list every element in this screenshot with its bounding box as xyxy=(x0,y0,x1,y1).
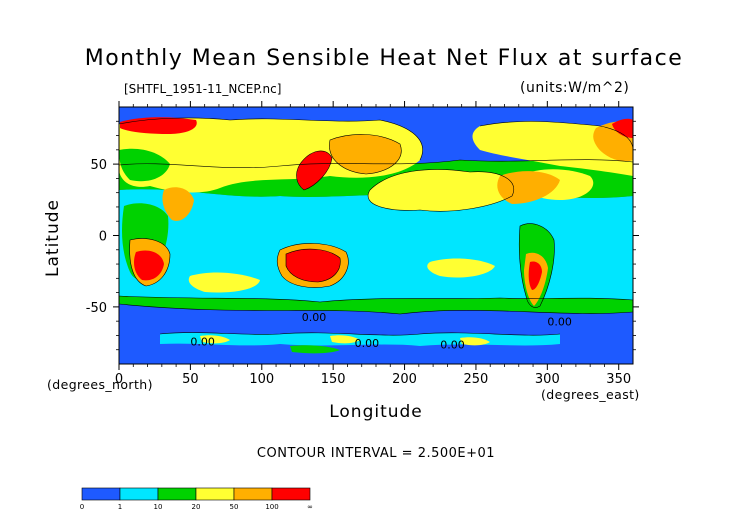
colorbar-swatch xyxy=(119,487,159,501)
source-file-label: [SHTFL_1951-11_NCEP.nc] xyxy=(124,82,282,96)
australia-red xyxy=(286,249,341,282)
y-axis: -50 0 50 xyxy=(86,120,639,351)
x-tick-label: 100 xyxy=(249,372,274,387)
x-axis: 0 50 100 150 200 250 300 350 xyxy=(115,101,631,387)
antarctic-cyan xyxy=(160,332,560,346)
colorbar-swatch xyxy=(233,487,273,501)
chart-title: Monthly Mean Sensible Heat Net Flux at s… xyxy=(84,46,684,71)
x-tick-label: 350 xyxy=(606,372,631,387)
x-tick-label: 50 xyxy=(182,372,199,387)
y-tick-label: 50 xyxy=(90,158,107,173)
tropical-cyan-band xyxy=(119,189,633,302)
x-tick-label: 200 xyxy=(392,372,417,387)
y-tick-label: -50 xyxy=(86,301,107,316)
antarctic-yellow-2 xyxy=(330,335,360,344)
y-tick-label: 0 xyxy=(99,230,107,245)
y-axis-unit-label: (degrees_north) xyxy=(47,377,153,392)
units-label: (units:W/m^2) xyxy=(520,80,630,96)
arctic-red-west xyxy=(120,117,197,134)
colorbar-level-label: 1 xyxy=(118,503,122,511)
x-tick-label: 300 xyxy=(535,372,560,387)
colorbar-level-label: ∞ xyxy=(307,503,313,511)
contour-label: 0.00 xyxy=(190,335,215,348)
contour-label: 0.00 xyxy=(547,315,572,328)
south-indian-yellow xyxy=(188,272,260,293)
x-axis-label: Longitude xyxy=(329,402,423,422)
colorbar-level-label: 0 xyxy=(80,503,84,511)
arabia-land xyxy=(162,187,194,221)
contour-lines xyxy=(119,117,633,336)
north-pacific-yellow xyxy=(368,169,514,212)
colorbar-level-label: 50 xyxy=(230,503,239,511)
southern-ocean-blue xyxy=(119,304,633,364)
antarctic-yellow-3 xyxy=(460,337,490,346)
antarctic-green xyxy=(290,345,340,354)
x-tick-label: 0 xyxy=(115,372,123,387)
colorbar-swatch xyxy=(195,487,235,501)
contour-label: 0.00 xyxy=(355,337,380,350)
colorbar-level-label: 20 xyxy=(192,503,201,511)
x-axis-unit-label: (degrees_east) xyxy=(541,387,640,402)
x-tick-label: 250 xyxy=(464,372,489,387)
south-africa-red xyxy=(134,250,164,281)
southern-green-band xyxy=(119,296,633,314)
south-pacific-yellow xyxy=(427,258,495,278)
colorbar-level-label: 100 xyxy=(265,503,278,511)
north-america-orange xyxy=(497,171,560,204)
canada-land xyxy=(472,121,633,176)
contour-label-group: 0.00 0.00 0.00 0.00 0.00 xyxy=(190,311,571,351)
antarctic-yellow-1 xyxy=(200,335,230,344)
kamchatka-red xyxy=(296,150,332,190)
map-field xyxy=(119,107,633,364)
x-tick-label: 150 xyxy=(321,372,346,387)
colorbar-level-label: 10 xyxy=(154,503,163,511)
colorbar-swatch xyxy=(271,487,311,501)
colorbar-swatch xyxy=(157,487,197,501)
colorbar: 0 1 10 20 50 100 ∞ xyxy=(80,487,313,511)
europe-green xyxy=(119,148,170,182)
arctic-red-east xyxy=(612,118,633,138)
contour-label: 0.00 xyxy=(302,311,327,324)
contour-label: 0.00 xyxy=(440,338,465,351)
contour-interval-label: CONTOUR INTERVAL = 2.500E+01 xyxy=(256,446,496,461)
south-america-red xyxy=(528,261,542,290)
colorbar-swatch xyxy=(81,487,121,501)
